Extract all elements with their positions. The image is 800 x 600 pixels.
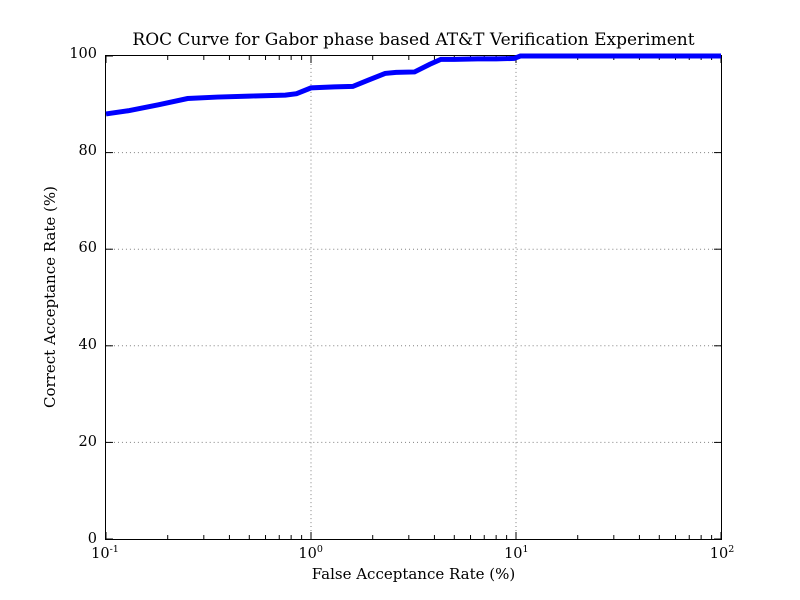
y-tick-label: 20 xyxy=(78,434,97,450)
x-tick-label: 102 xyxy=(709,544,735,562)
y-tick-label: 100 xyxy=(69,46,97,62)
y-axis-label: Correct Acceptance Rate (%) xyxy=(41,186,59,408)
gridlines xyxy=(106,56,721,539)
x-tick-label: 10-1 xyxy=(91,544,119,562)
chart-title: ROC Curve for Gabor phase based AT&T Ver… xyxy=(132,30,695,50)
plot-area xyxy=(105,53,722,540)
x-tick-label: 100 xyxy=(298,544,323,562)
x-tick-label: 101 xyxy=(504,544,529,562)
x-axis-label: False Acceptance Rate (%) xyxy=(311,565,516,583)
roc-curve-series xyxy=(105,53,721,117)
y-tick-label: 40 xyxy=(78,337,97,353)
y-tick-label: 60 xyxy=(78,240,97,256)
y-tick-label: 0 xyxy=(87,531,97,547)
y-tick-label: 80 xyxy=(78,143,97,159)
